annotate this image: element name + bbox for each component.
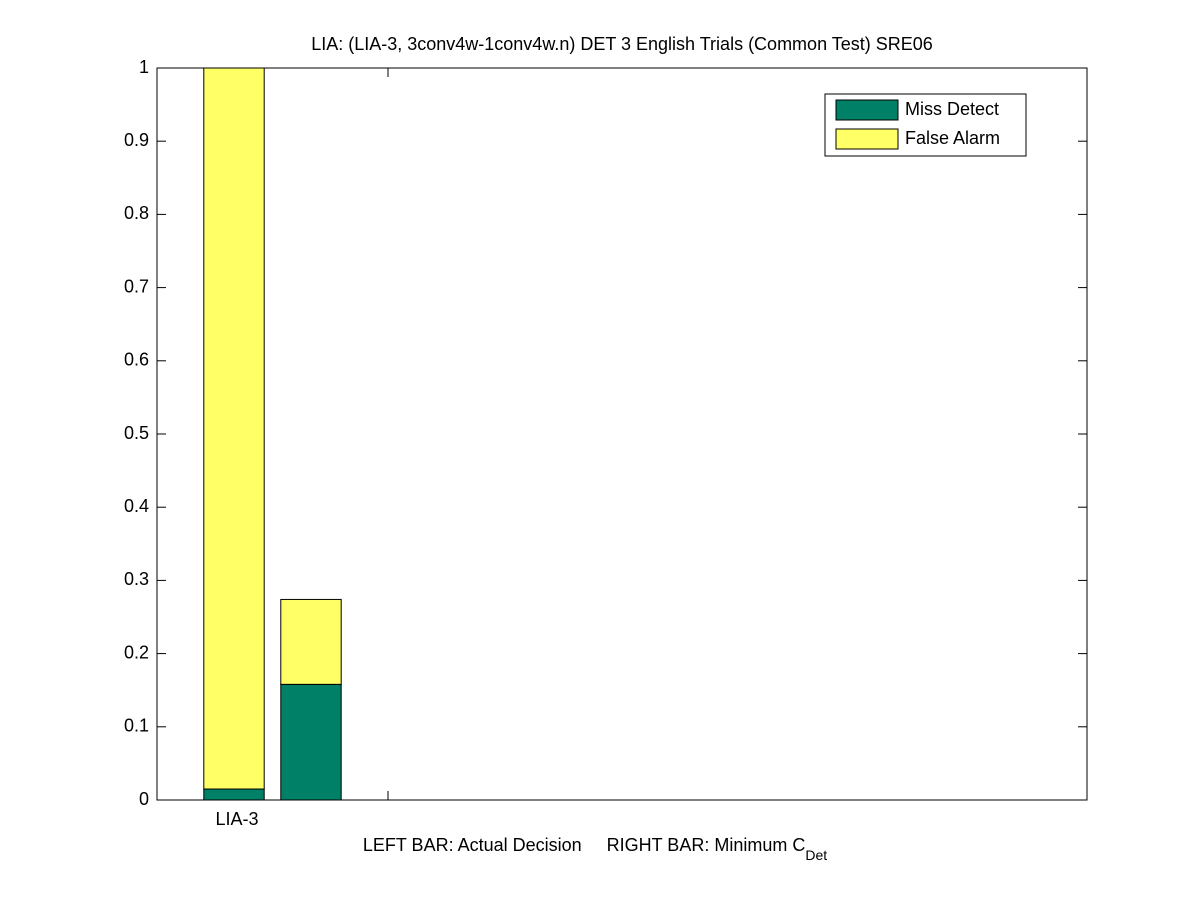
legend-swatch (835, 99, 899, 121)
y-tick-label: 0 (139, 789, 149, 809)
bar-segment (203, 788, 265, 801)
y-tick-label: 0.6 (124, 350, 149, 370)
y-tick-label: 0.3 (124, 569, 149, 589)
legend-label: False Alarm (905, 128, 1000, 148)
bar-segment (280, 683, 342, 801)
y-tick-label: 0.5 (124, 423, 149, 443)
x-axis-label-subscript: Det (805, 847, 827, 863)
chart-title: LIA: (LIA-3, 3conv4w-1conv4w.n) DET 3 En… (311, 34, 933, 54)
y-tick-label: 1 (139, 57, 149, 77)
legend-swatch (835, 128, 899, 150)
y-tick-label: 0.1 (124, 716, 149, 736)
y-tick-label: 0.9 (124, 130, 149, 150)
x-tick-label: LIA-3 (216, 809, 259, 829)
bar-segment (280, 598, 342, 685)
x-axis-label-main: LEFT BAR: Actual Decision RIGHT BAR: Min… (363, 835, 805, 855)
legend-label: Miss Detect (905, 99, 999, 119)
y-tick-label: 0.7 (124, 276, 149, 296)
x-axis-label: LEFT BAR: Actual Decision RIGHT BAR: Min… (363, 835, 827, 863)
y-tick-label: 0.8 (124, 203, 149, 223)
y-tick-label: 0.4 (124, 496, 149, 516)
y-tick-label: 0.2 (124, 642, 149, 662)
bar-segment (203, 67, 265, 790)
